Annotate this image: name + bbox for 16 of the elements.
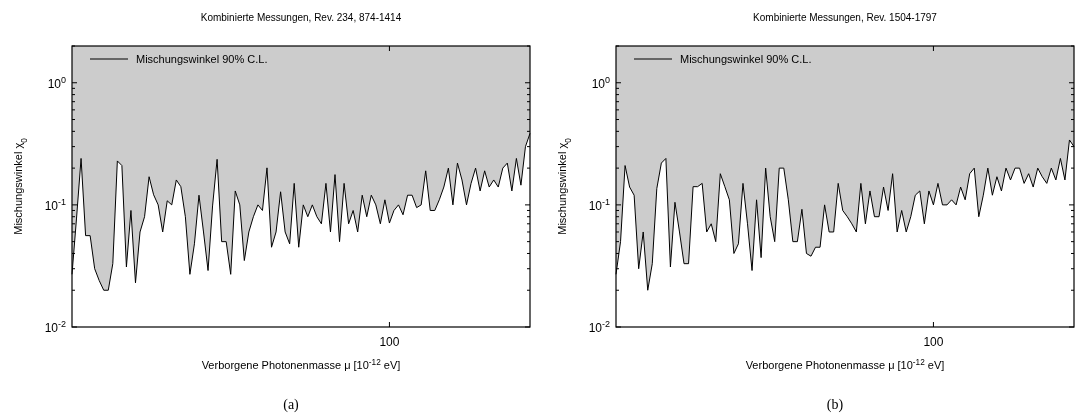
text: (b)	[826, 397, 844, 413]
x-tick-label: 100	[923, 335, 944, 349]
chart-title: Kombinierte Messungen, Rev. 234, 874-1414	[200, 12, 402, 23]
y-tick-label: 10$^{0}$	[591, 74, 610, 91]
y-tick-label: 10$^{0}$	[47, 74, 66, 91]
y-tick-label: 10$^{-1}$	[588, 196, 610, 213]
text: (a)	[283, 397, 300, 413]
x-axis-title: Verborgene Photonenmasse μ [10$^{-12}$ eV]	[201, 357, 401, 371]
legend-label: Mischungswinkel 90% C.L.	[136, 53, 268, 65]
y-tick-label: 10$^{-2}$	[588, 319, 610, 335]
legend-label: Mischungswinkel 90% C.L.	[680, 53, 812, 65]
chart-title: Kombinierte Messungen, Rev. 1504-1797	[753, 12, 938, 23]
x-tick-label: 100	[379, 335, 400, 349]
x-axis-title: Verborgene Photonenmasse μ [10$^{-12}$ eV]	[745, 357, 945, 371]
y-tick-label: 10$^{-2}$	[44, 319, 66, 335]
y-tick-label: 10$^{-1}$	[44, 196, 66, 213]
